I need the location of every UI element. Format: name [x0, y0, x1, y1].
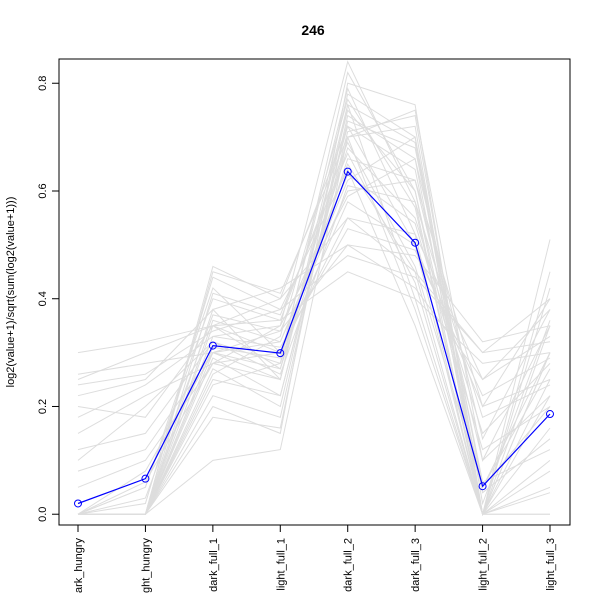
y-axis: 0.0 0.2 0.4 0.6 0.8	[37, 76, 60, 522]
background-series-line	[78, 114, 551, 515]
background-series-line	[78, 71, 551, 515]
highlight-point	[208, 341, 217, 350]
x-tick-label: light_full_3	[545, 538, 557, 591]
highlight-point	[276, 349, 285, 358]
background-series-line	[77, 109, 551, 489]
chart-title: 246	[301, 22, 325, 38]
highlight-point	[343, 167, 352, 176]
y-tick-label: 0.6	[37, 183, 49, 198]
y-tick-label: 0.2	[37, 399, 49, 414]
background-series-line	[77, 201, 551, 418]
y-tick-label: 0.8	[37, 76, 49, 91]
x-tick-label: light_full_1	[275, 538, 287, 591]
background-series-line	[78, 103, 551, 516]
background-series-line	[78, 98, 551, 516]
highlight-series-group	[74, 167, 554, 508]
highlight-series-line	[77, 170, 551, 505]
x-tick-label: dark_full_2	[343, 538, 355, 592]
y-tick-label: 0.0	[37, 507, 49, 522]
x-tick-label: dark_full_1	[208, 538, 220, 592]
background-series-line	[77, 168, 551, 516]
highlight-point	[411, 238, 420, 247]
background-series-line	[78, 125, 551, 515]
x-axis: ark_hungry ght_hungry dark_full_1 light_ful…	[73, 524, 557, 594]
background-series-line	[77, 174, 551, 515]
background-series-line	[78, 87, 551, 515]
highlight-point	[546, 410, 554, 419]
background-series-line	[78, 114, 551, 515]
background-series-line	[78, 104, 551, 516]
background-series-line	[77, 217, 551, 434]
highlight-point	[478, 482, 487, 491]
background-series-line	[78, 152, 551, 516]
y-tick-label: 0.4	[37, 291, 49, 306]
background-series-line	[78, 93, 551, 515]
background-series-line	[78, 135, 551, 516]
highlight-point	[74, 499, 82, 508]
x-tick-label: ark_hungry	[73, 538, 85, 594]
background-series-line	[77, 146, 551, 461]
y-axis-label: log2(value+1)/sqrt(sum(log2(value+1)))	[5, 197, 17, 388]
background-series-line	[77, 228, 551, 418]
background-series-line	[77, 271, 551, 364]
background-series-line	[78, 109, 551, 515]
background-series-line	[77, 255, 551, 386]
background-series-group	[77, 60, 551, 516]
highlight-point	[141, 474, 150, 483]
x-tick-label: ght_hungry	[140, 538, 152, 594]
background-series-line	[77, 141, 551, 515]
x-tick-label: light_full_2	[478, 538, 490, 591]
background-series-line	[78, 82, 551, 515]
x-tick-label: dark_full_3	[410, 538, 422, 592]
background-series-line	[77, 185, 551, 451]
